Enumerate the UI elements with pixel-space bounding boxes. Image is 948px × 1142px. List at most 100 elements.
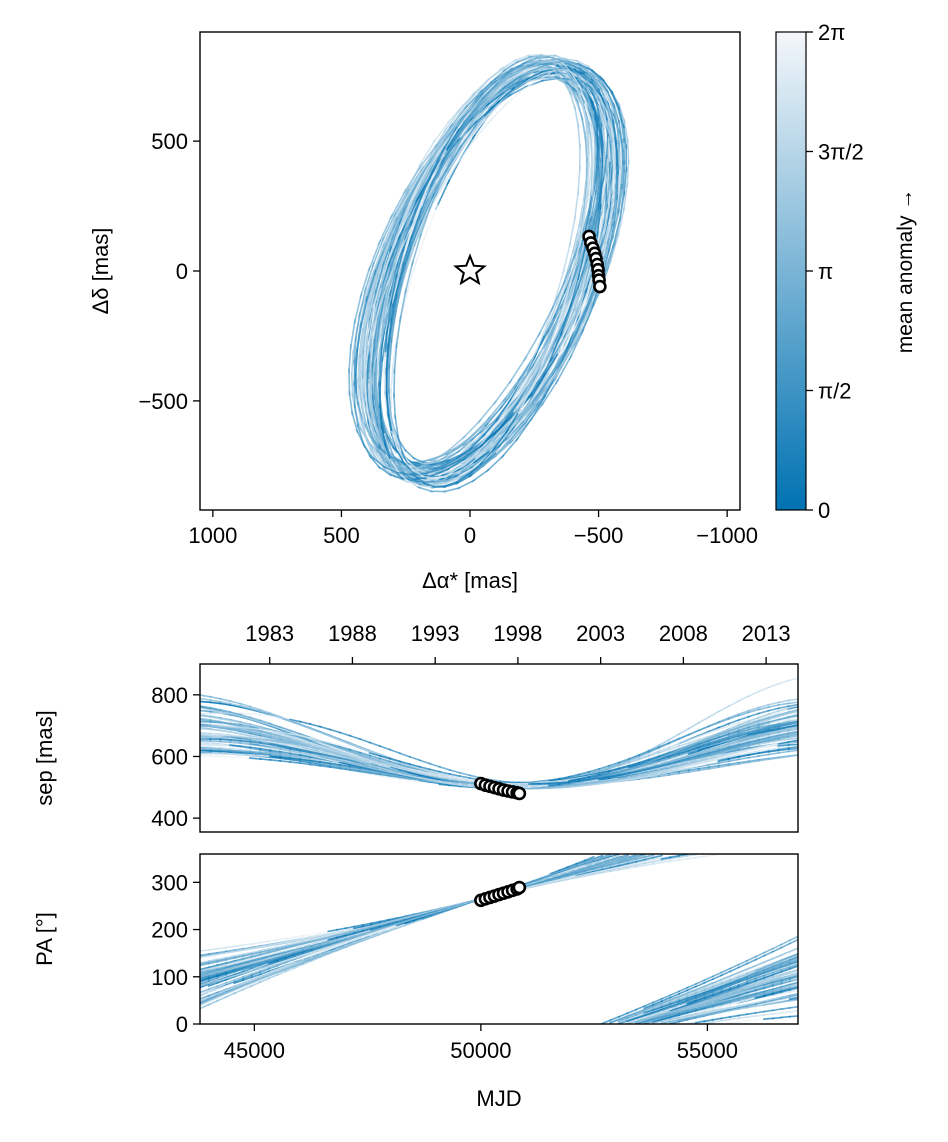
orbit-track-segment bbox=[445, 457, 467, 471]
orbit-track-segment bbox=[384, 221, 398, 254]
orbit-track-segment bbox=[442, 158, 462, 186]
orbit-track-segment bbox=[559, 311, 576, 344]
orbit-track-segment bbox=[500, 430, 518, 451]
orbit-track-segment bbox=[390, 289, 398, 323]
sep-track-segment bbox=[288, 744, 302, 750]
orbit-track-segment bbox=[502, 376, 522, 403]
orbit-track-segment bbox=[581, 198, 588, 232]
orbit-track-segment bbox=[403, 187, 419, 219]
orbit-track-segment bbox=[469, 449, 487, 466]
orbit-track-segment bbox=[361, 349, 365, 378]
orbit-track-segment bbox=[353, 292, 363, 325]
orbit-track-segment bbox=[424, 467, 445, 475]
orbit-track-segment bbox=[616, 183, 623, 214]
orbit-panel: 1000 500 0 −500 −1000 5000−500 Δα* [mas] Δδ … bbox=[88, 31, 758, 593]
orbit-track-segment bbox=[479, 446, 497, 465]
orbit-track-segment bbox=[410, 232, 422, 267]
orbit-track-segment bbox=[590, 190, 597, 222]
orbit-track-segment bbox=[382, 290, 390, 325]
sep-track-segment bbox=[707, 726, 721, 733]
sep-track-segment bbox=[747, 735, 760, 741]
orbit-track-segment bbox=[596, 203, 602, 238]
sep-track-segment bbox=[657, 760, 671, 766]
orbit-track-segment bbox=[405, 166, 425, 194]
orbit-track-segment bbox=[525, 401, 545, 427]
orbit-track-segment bbox=[401, 234, 413, 268]
orbit-track-segment bbox=[505, 408, 522, 434]
colorbar-tick-label: π bbox=[818, 259, 833, 284]
sep-track-segment bbox=[258, 734, 272, 740]
orbit-track-segment bbox=[359, 266, 371, 299]
orbit-track-segment bbox=[349, 318, 356, 350]
orbit-track-segment bbox=[467, 118, 487, 142]
sep-track-segment bbox=[707, 766, 721, 770]
orbit-track-segment bbox=[368, 372, 372, 401]
orbit-track-segment bbox=[578, 262, 590, 296]
orbit-track-segment bbox=[496, 416, 514, 439]
sep-track-segment bbox=[697, 748, 711, 754]
orbit-track-segment bbox=[487, 414, 504, 437]
orbit-track-segment bbox=[587, 167, 593, 198]
orbit-track-segment bbox=[364, 299, 372, 331]
orbit-track-segment bbox=[443, 128, 460, 155]
orbit-track-segment bbox=[356, 378, 360, 406]
orbit-track-segment bbox=[559, 326, 577, 356]
orbit-track-segment bbox=[374, 249, 386, 282]
orbit-track-segment bbox=[518, 79, 537, 94]
sep-track-segment bbox=[767, 752, 780, 756]
orbit-track-segment bbox=[522, 402, 541, 427]
orbit-track-segment bbox=[395, 316, 402, 349]
sep-track-segment bbox=[747, 734, 760, 740]
sep-track-segment bbox=[258, 738, 272, 742]
sep-track-segment bbox=[767, 733, 780, 738]
sep-track-segment bbox=[378, 757, 392, 763]
sep-track-segment bbox=[249, 707, 262, 713]
sep-track-segment bbox=[707, 752, 721, 758]
orbit-track-segment bbox=[615, 147, 619, 176]
orbit-track-segment bbox=[377, 213, 394, 246]
orbit-track-segment bbox=[527, 348, 544, 380]
sep-track-segment bbox=[258, 738, 272, 743]
orbit-track-segment bbox=[457, 447, 480, 462]
orbit-track-segment bbox=[387, 321, 393, 353]
sep-track-segment bbox=[408, 779, 422, 783]
orbit-track-segment bbox=[392, 213, 407, 246]
sep-track-segment bbox=[777, 736, 790, 740]
sep-track-segment bbox=[348, 748, 362, 754]
sep-track-segment bbox=[229, 735, 242, 739]
orbit-track-segment bbox=[577, 166, 581, 196]
orbit-track-segment bbox=[373, 333, 382, 363]
orbit-track-segment bbox=[439, 143, 455, 171]
orbit-track-segment bbox=[526, 372, 547, 400]
sep-track-segment bbox=[717, 735, 731, 742]
sep-track-segment bbox=[717, 722, 731, 729]
sep-track-segment bbox=[438, 783, 452, 787]
sep-track-segment bbox=[737, 737, 751, 742]
orbit-track-segment bbox=[392, 188, 410, 218]
orbit-y-label: Δδ [mas] bbox=[88, 228, 113, 315]
orbit-track-segment bbox=[380, 223, 396, 257]
sep-track-segment bbox=[707, 728, 721, 734]
orbit-track-segment bbox=[581, 260, 592, 295]
sep-track-segment bbox=[757, 709, 770, 715]
orbit-track-segment bbox=[386, 316, 393, 349]
orbit-track-segment bbox=[379, 225, 395, 257]
orbit-track-segment bbox=[568, 267, 580, 301]
sep-track-segment bbox=[697, 763, 711, 768]
sep-track-segment bbox=[239, 738, 252, 742]
sep-track-segment bbox=[707, 739, 721, 745]
orbit-track-segment bbox=[608, 201, 615, 232]
orbit-track-segment bbox=[505, 420, 525, 441]
orbit-track-segment bbox=[554, 268, 565, 302]
orbit-track-segment bbox=[409, 207, 423, 240]
orbit-track-segment bbox=[499, 419, 519, 444]
orbit-track-segment bbox=[485, 67, 504, 83]
orbit-track-segment bbox=[526, 362, 542, 391]
sep-track-segment bbox=[308, 740, 322, 746]
y-tick-label: 500 bbox=[151, 129, 188, 154]
sep-track-segment bbox=[378, 758, 392, 764]
sep-track-segment bbox=[657, 756, 671, 762]
orbit-track-segment bbox=[461, 454, 479, 468]
orbit-track-segment bbox=[515, 373, 532, 402]
